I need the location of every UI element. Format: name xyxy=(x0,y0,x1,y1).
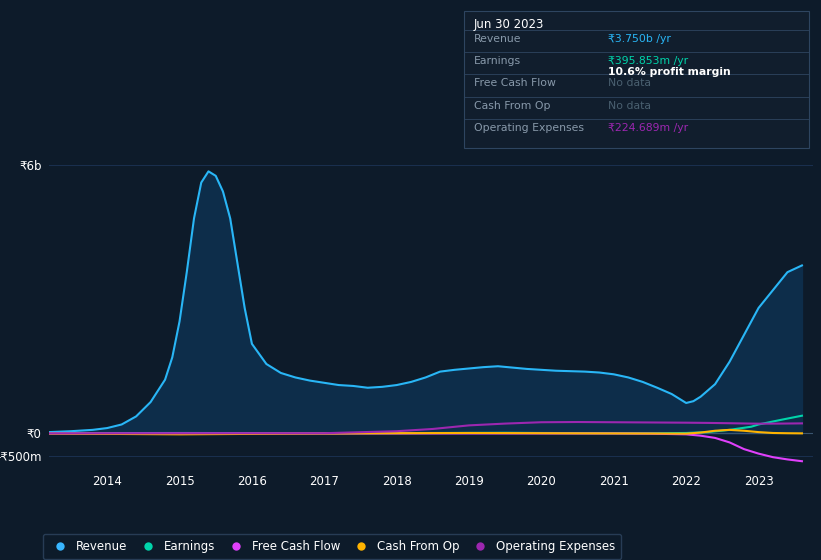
Text: Earnings: Earnings xyxy=(474,56,521,66)
Text: Operating Expenses: Operating Expenses xyxy=(474,123,584,133)
Text: ₹224.689m /yr: ₹224.689m /yr xyxy=(608,123,688,133)
Text: Free Cash Flow: Free Cash Flow xyxy=(474,78,556,88)
Text: Jun 30 2023: Jun 30 2023 xyxy=(474,18,544,31)
Text: ₹395.853m /yr: ₹395.853m /yr xyxy=(608,56,688,66)
Text: Revenue: Revenue xyxy=(474,34,521,44)
Text: ₹3.750b /yr: ₹3.750b /yr xyxy=(608,34,671,44)
Text: Cash From Op: Cash From Op xyxy=(474,101,550,111)
Text: No data: No data xyxy=(608,78,650,88)
Legend: Revenue, Earnings, Free Cash Flow, Cash From Op, Operating Expenses: Revenue, Earnings, Free Cash Flow, Cash … xyxy=(43,534,621,559)
Text: 10.6% profit margin: 10.6% profit margin xyxy=(608,67,731,77)
Text: No data: No data xyxy=(608,101,650,111)
